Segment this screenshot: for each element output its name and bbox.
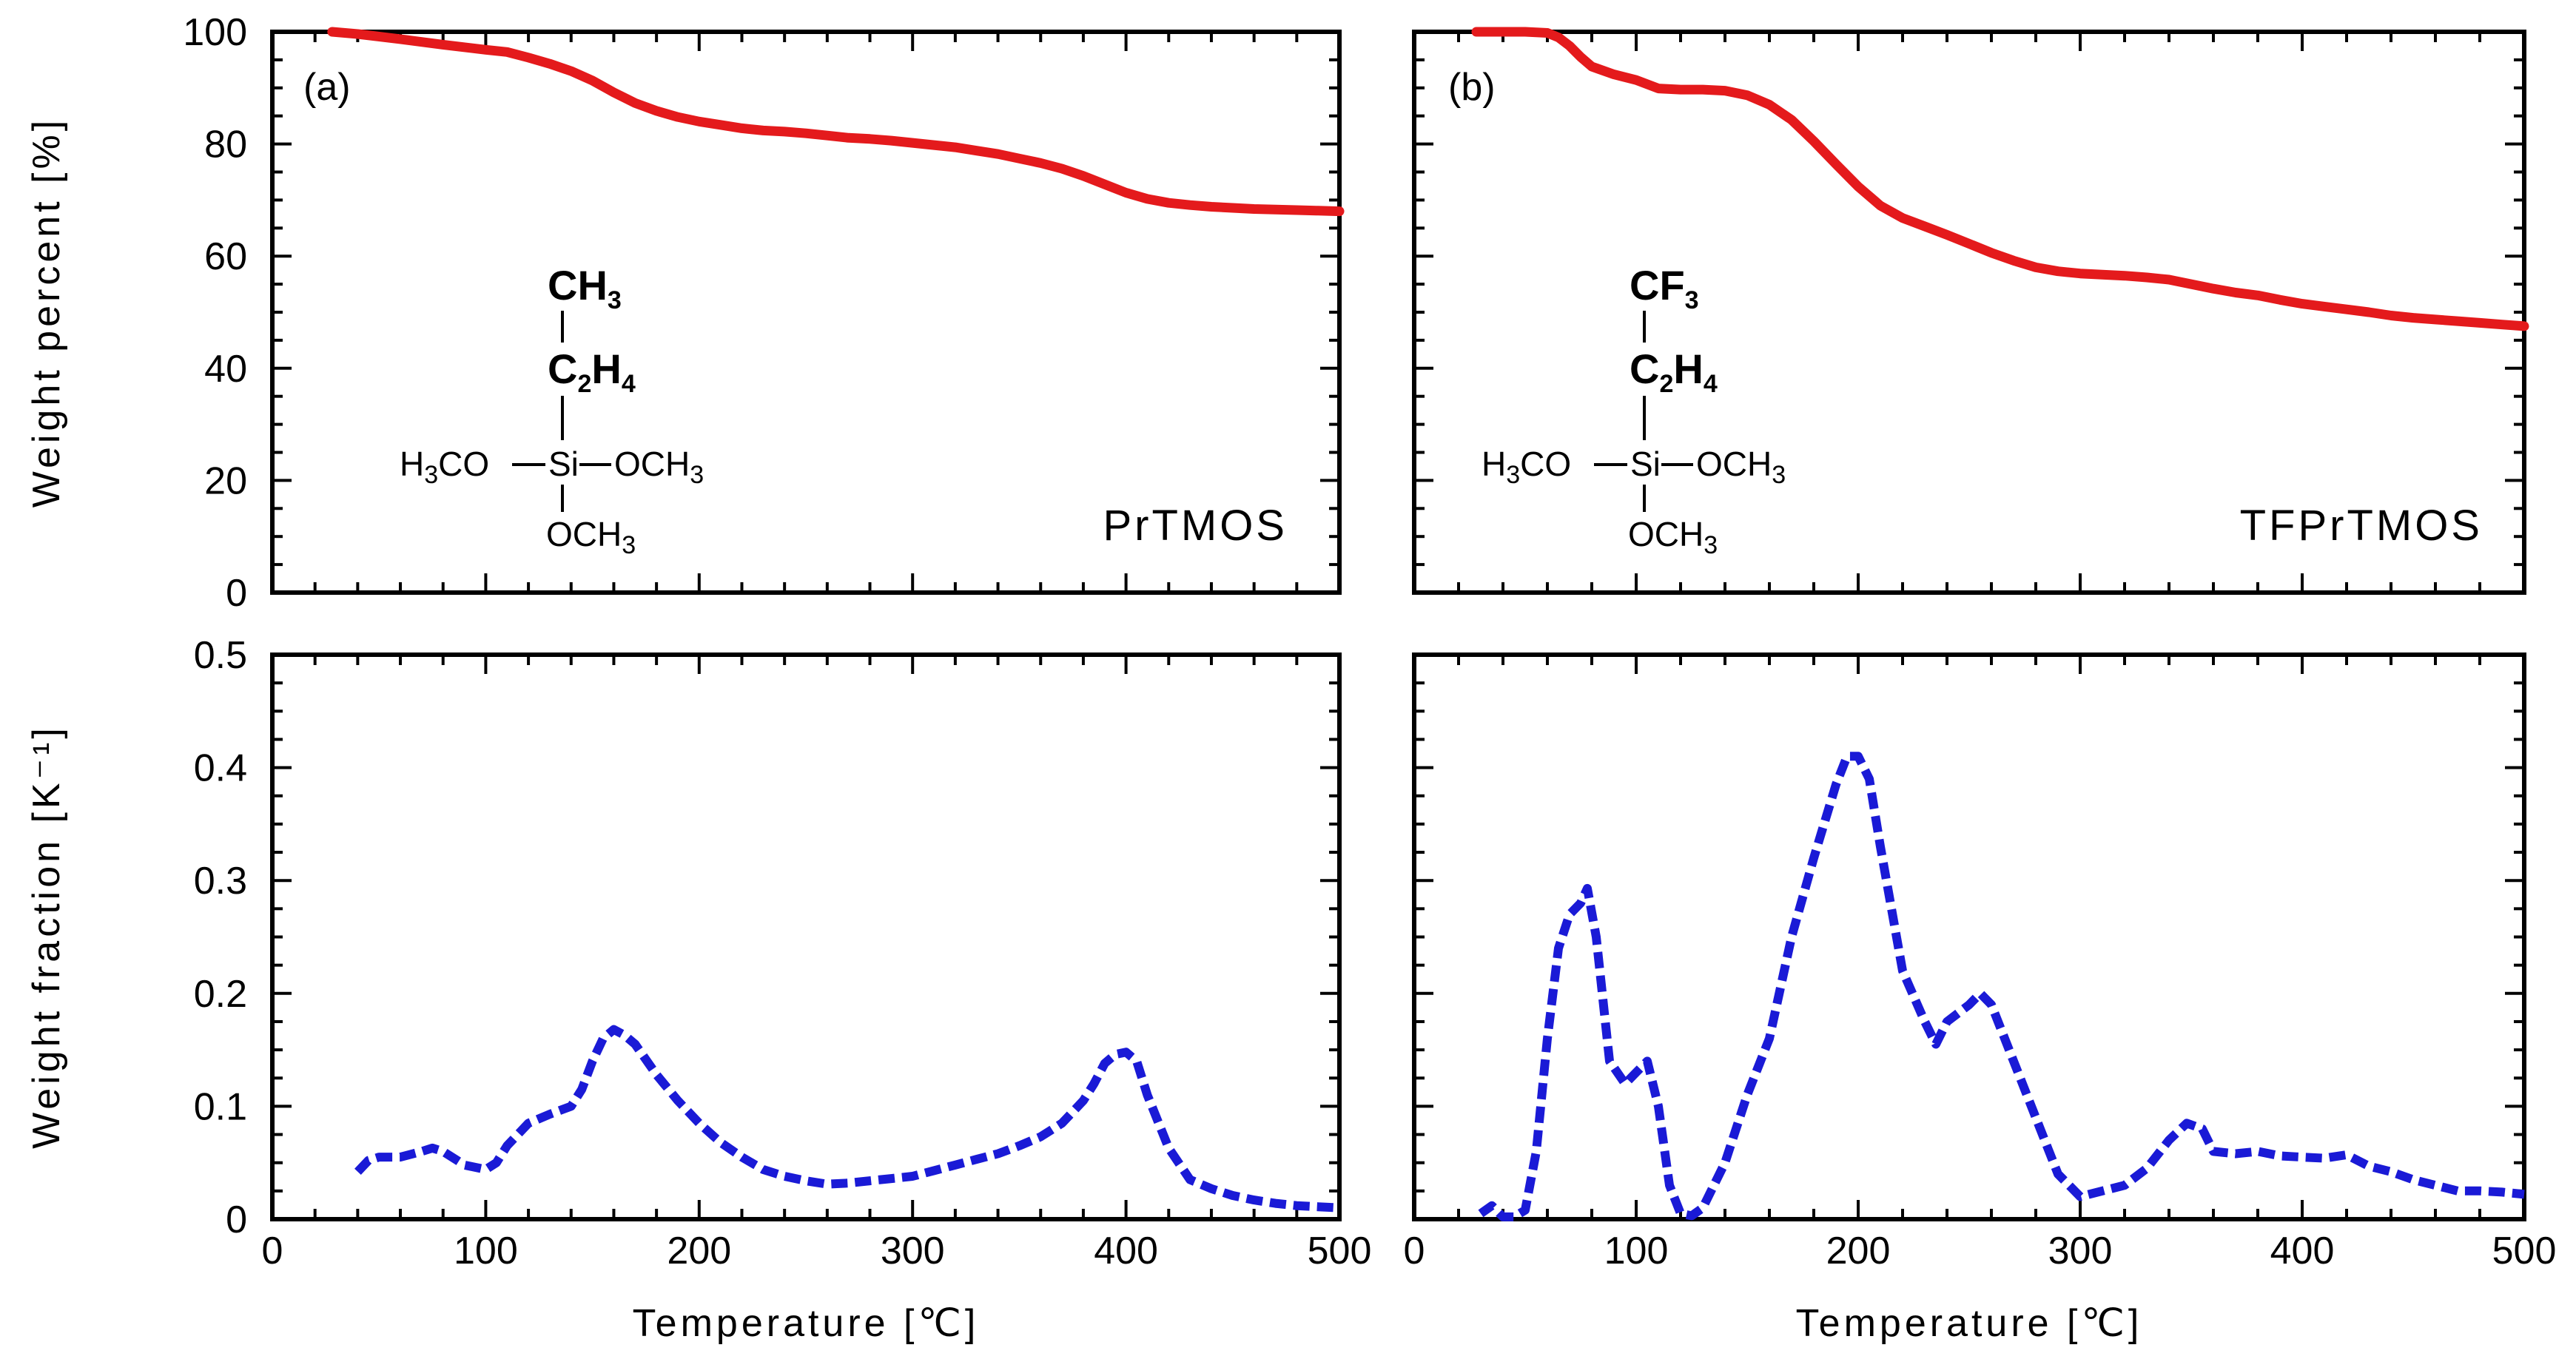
svg-text:C2H4: C2H4 bbox=[548, 345, 636, 398]
x-tick-label: 400 bbox=[2270, 1230, 2335, 1272]
svg-text:C2H4: C2H4 bbox=[1630, 345, 1718, 398]
series-line-b_bottom bbox=[1478, 752, 2525, 1221]
x-tick-label: 200 bbox=[1826, 1230, 1891, 1272]
structure-a: CH3 C2H4 H3CO Si OCH3 OCH3 bbox=[400, 262, 704, 559]
svg-text:OCH3: OCH3 bbox=[546, 515, 636, 559]
x-tick-label: 300 bbox=[2048, 1230, 2113, 1272]
x-tick-label: 100 bbox=[454, 1230, 518, 1272]
ylabel-weight-percent: Weight percent [%] bbox=[25, 117, 68, 507]
frame-a-bottom bbox=[270, 652, 1342, 1221]
series-line-a_bottom bbox=[354, 1025, 1340, 1213]
series-line-a_top bbox=[327, 27, 1345, 217]
svg-text:Si: Si bbox=[548, 445, 579, 483]
svg-text:OCH3: OCH3 bbox=[1628, 515, 1718, 559]
y-tick-label: 80 bbox=[204, 124, 247, 166]
tick-layer: 0 20 40 60 80 100 0 100 200 300 400 500 0 0.1 0.2 0.3 0.… bbox=[183, 11, 2556, 1272]
y-tick-label: 60 bbox=[204, 235, 247, 278]
y-tick-label: 0 bbox=[226, 572, 247, 615]
panel-label-a: (a) bbox=[303, 66, 351, 109]
y-tick-label: 0.2 bbox=[194, 973, 247, 1016]
x-tick-label: 200 bbox=[667, 1230, 731, 1272]
svg-text:H3CO: H3CO bbox=[1482, 445, 1571, 489]
x-tick-label: 500 bbox=[2492, 1230, 2557, 1272]
y-tick-label: 0.3 bbox=[194, 860, 247, 903]
frame-b-bottom bbox=[1412, 652, 2526, 1221]
series-line-b_top bbox=[1471, 27, 2529, 331]
y-tick-label: 20 bbox=[204, 459, 247, 502]
compound-name-b: TFPrTMOS bbox=[2240, 502, 2483, 550]
svg-text:H3CO: H3CO bbox=[400, 445, 489, 489]
svg-text:CH3: CH3 bbox=[548, 262, 622, 314]
svg-text:Si: Si bbox=[1630, 445, 1661, 483]
svg-text:CF3: CF3 bbox=[1630, 262, 1699, 314]
structure-b: CF3 C2H4 H3CO Si OCH3 OCH3 bbox=[1482, 262, 1786, 559]
y-tick-label: 0.5 bbox=[194, 634, 247, 677]
svg-text:OCH3: OCH3 bbox=[614, 445, 704, 489]
x-tick-label: 0 bbox=[1404, 1230, 1425, 1272]
y-tick-label: 0.4 bbox=[194, 747, 247, 790]
x-tick-label: 500 bbox=[1308, 1230, 1372, 1272]
ylabel-weight-fraction: Weight fraction [K⁻¹] bbox=[25, 724, 68, 1149]
y-tick-label: 0.1 bbox=[194, 1085, 247, 1128]
y-tick-label: 40 bbox=[204, 348, 247, 391]
y-tick-label: 0 bbox=[226, 1198, 247, 1241]
x-tick-label: 400 bbox=[1094, 1230, 1158, 1272]
svg-text:OCH3: OCH3 bbox=[1696, 445, 1786, 489]
xlabel-temperature-a: Temperature [℃] bbox=[633, 1302, 980, 1345]
xlabel-temperature-b: Temperature [℃] bbox=[1796, 1302, 2143, 1345]
y-tick-label: 100 bbox=[183, 11, 247, 54]
panel-label-b: (b) bbox=[1448, 66, 1496, 109]
x-tick-label: 300 bbox=[881, 1230, 945, 1272]
x-tick-label: 100 bbox=[1604, 1230, 1669, 1272]
x-tick-label: 0 bbox=[262, 1230, 283, 1272]
compound-name-a: PrTMOS bbox=[1103, 502, 1288, 550]
curve-layer bbox=[327, 27, 2529, 1221]
